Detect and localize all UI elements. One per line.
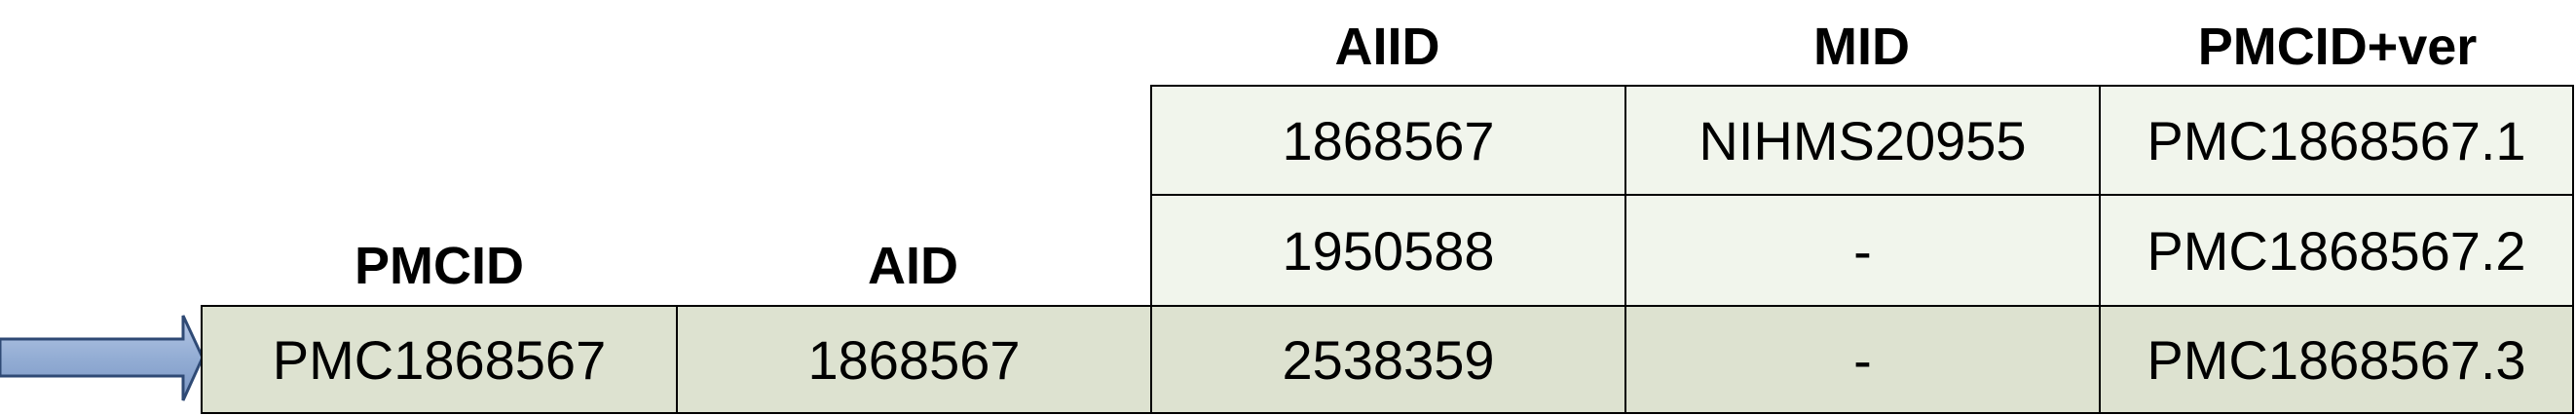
table-cell-mid: - <box>1624 305 2101 414</box>
header-pmcid-ver: PMCID+ver <box>2197 18 2478 76</box>
table-cell-aiid: 1950588 <box>1150 194 1626 307</box>
right-arrow-icon <box>0 315 205 401</box>
table-cell-aiid: 1868567 <box>1150 85 1626 196</box>
table-cell-pmcid-ver: PMC1868567.2 <box>2099 194 2574 307</box>
header-mid: MID <box>1813 18 1910 76</box>
header-pmcid: PMCID <box>355 237 524 295</box>
table-cell-pmcid-ver: PMC1868567.3 <box>2099 305 2574 414</box>
table-cell-aid: 1868567 <box>676 305 1152 414</box>
header-aiid: AIID <box>1334 18 1440 76</box>
table-cell-pmcid: PMC1868567 <box>201 305 678 414</box>
table-cell-mid: - <box>1624 194 2101 307</box>
table-cell-aiid: 2538359 <box>1150 305 1626 414</box>
header-aid: AID <box>868 237 958 295</box>
table-cell-mid: NIHMS20955 <box>1624 85 2101 196</box>
table-cell-pmcid-ver: PMC1868567.1 <box>2099 85 2574 196</box>
